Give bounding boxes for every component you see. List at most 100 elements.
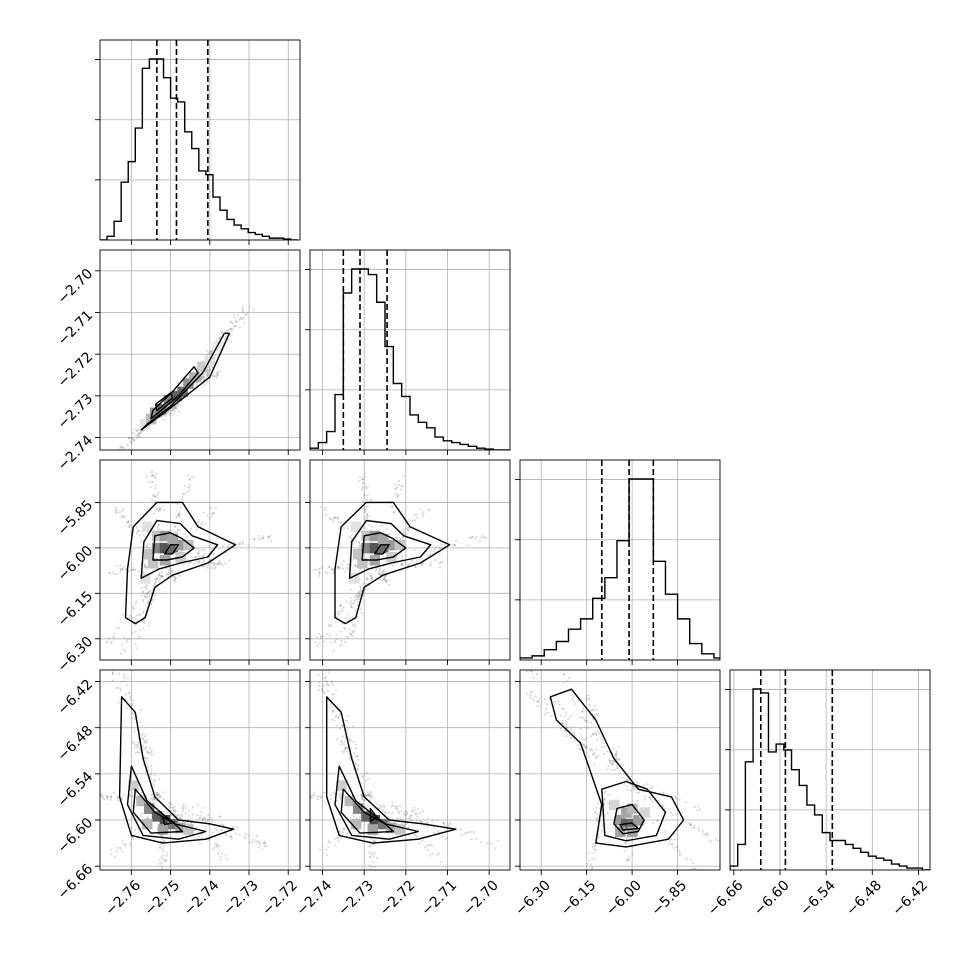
- scatter-point: [151, 589, 154, 592]
- scatter-point: [430, 564, 433, 567]
- scatter-point: [205, 372, 208, 375]
- scatter-point: [565, 711, 568, 714]
- scatter-point: [366, 494, 369, 497]
- scatter-point: [593, 709, 596, 712]
- scatter-point: [239, 541, 242, 544]
- scatter-point: [539, 704, 542, 707]
- scatter-point: [165, 854, 168, 857]
- scatter-point: [252, 308, 255, 311]
- scatter-point: [360, 794, 363, 797]
- scatter-point: [336, 516, 339, 519]
- scatter-point: [543, 698, 546, 701]
- scatter-point: [453, 544, 456, 547]
- scatter-point: [332, 711, 335, 714]
- scatter-point: [615, 752, 618, 755]
- scatter-point: [393, 487, 396, 490]
- scatter-point: [632, 785, 635, 788]
- scatter-point: [352, 631, 355, 634]
- scatter-point: [218, 849, 221, 852]
- scatter-point: [544, 713, 547, 716]
- scatter-point: [150, 771, 153, 774]
- scatter-point: [205, 564, 208, 567]
- scatter-point: [338, 830, 341, 833]
- scatter-point: [369, 584, 372, 587]
- scatter-point: [468, 831, 471, 834]
- scatter-point: [342, 827, 345, 830]
- scatter-point: [128, 617, 131, 620]
- scatter-point: [223, 338, 226, 341]
- scatter-point: [198, 561, 201, 564]
- scatter-point: [443, 823, 446, 826]
- scatter-point: [529, 691, 532, 694]
- scatter-point: [100, 657, 102, 659]
- scatter-point: [697, 875, 699, 877]
- scatter-point: [715, 838, 718, 841]
- scatter-point: [262, 842, 265, 845]
- scatter-point: [147, 601, 150, 604]
- scatter-point: [136, 743, 139, 746]
- scatter-point: [340, 741, 343, 744]
- scatter-point: [109, 795, 112, 798]
- scatter-point: [366, 794, 369, 797]
- scatter-point: [617, 758, 620, 761]
- scatter-point: [351, 634, 354, 637]
- scatter-point: [340, 521, 343, 524]
- scatter-point: [160, 571, 163, 574]
- scatter-point: [544, 711, 547, 714]
- scatter-point: [415, 812, 418, 815]
- scatter-point: [579, 748, 582, 751]
- scatter-point: [358, 475, 361, 478]
- scatter-point: [391, 505, 394, 508]
- scatter-point: [368, 795, 371, 798]
- scatter-point: [317, 689, 320, 692]
- scatter-point: [356, 596, 359, 599]
- scatter-point: [336, 704, 339, 707]
- scatter-point: [204, 820, 207, 823]
- scatter-point: [588, 852, 591, 855]
- panel-0-0: [95, 39, 301, 245]
- scatter-point: [235, 320, 238, 323]
- scatter-point: [150, 793, 153, 796]
- scatter-point: [356, 767, 359, 770]
- scatter-point: [365, 513, 368, 516]
- scatter-point: [120, 509, 123, 512]
- scatter-point: [338, 831, 341, 834]
- scatter-point: [236, 314, 239, 317]
- scatter-point: [400, 562, 403, 565]
- scatter-point: [595, 806, 598, 809]
- scatter-point: [444, 838, 447, 841]
- scatter-point: [664, 830, 667, 833]
- scatter-point: [130, 442, 133, 445]
- scatter-point: [143, 566, 146, 569]
- scatter-point: [150, 474, 153, 477]
- scatter-point: [330, 680, 333, 683]
- scatter-point: [230, 837, 233, 840]
- scatter-point: [562, 708, 565, 711]
- scatter-point: [595, 757, 598, 760]
- scatter-point: [428, 508, 431, 511]
- scatter-point: [380, 579, 383, 582]
- scatter-point: [189, 561, 192, 564]
- scatter-point: [338, 793, 341, 796]
- scatter-point: [173, 809, 176, 812]
- scatter-point: [593, 848, 596, 851]
- scatter-point: [685, 801, 688, 804]
- scatter-point: [123, 677, 126, 680]
- scatter-point: [595, 748, 598, 751]
- scatter-point: [133, 716, 136, 719]
- scatter-point: [364, 505, 367, 508]
- scatter-point: [216, 376, 219, 379]
- scatter-point: [346, 750, 349, 753]
- scatter-point: [359, 585, 362, 588]
- scatter-point: [375, 569, 378, 572]
- scatter-point: [363, 508, 366, 511]
- scatter-point: [142, 737, 145, 740]
- scatter-point: [391, 564, 394, 567]
- x-tick-label: −5.85: [649, 877, 691, 919]
- scatter-point: [187, 814, 190, 817]
- scatter-point: [385, 527, 388, 530]
- scatter-point: [422, 562, 425, 565]
- scatter-point: [126, 677, 129, 680]
- scatter-point: [317, 632, 320, 635]
- scatter-point: [114, 511, 117, 514]
